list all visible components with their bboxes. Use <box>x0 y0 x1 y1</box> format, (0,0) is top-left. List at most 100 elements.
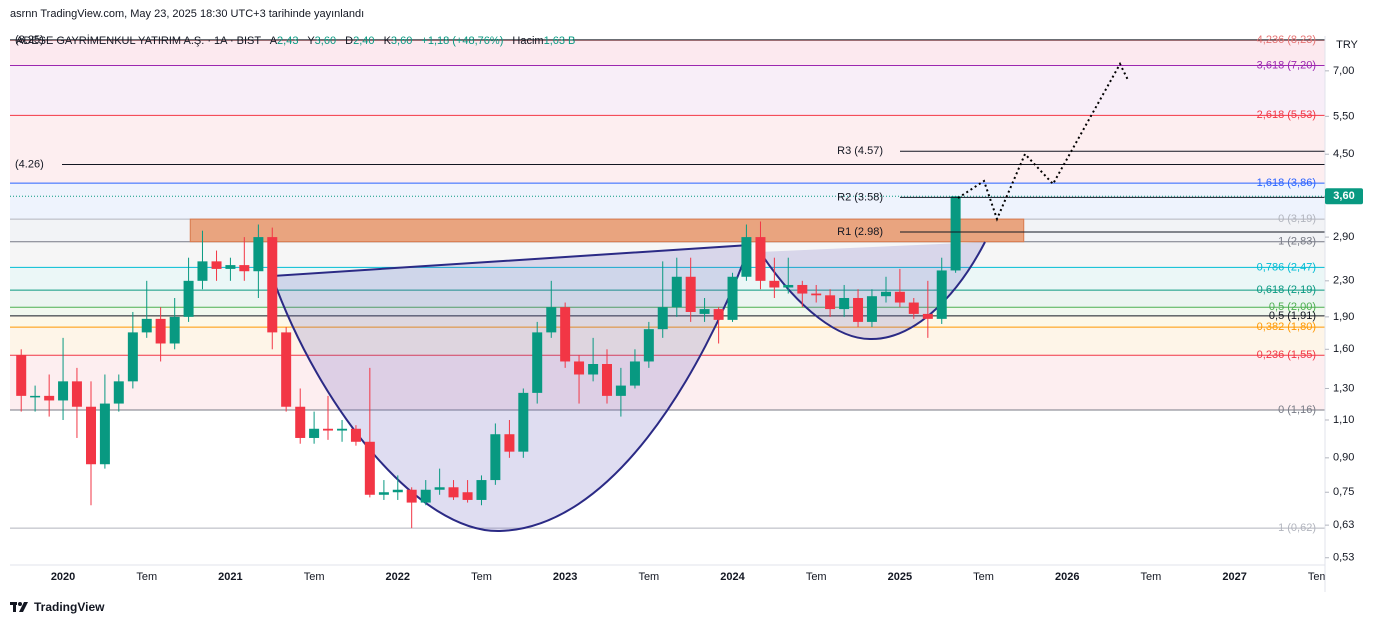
candle-body <box>797 284 808 294</box>
fib-band <box>10 355 1325 410</box>
candle-body <box>127 332 138 382</box>
footer: TradingView <box>10 600 104 614</box>
x-tick-label: 2027 <box>1222 571 1246 583</box>
candle-body <box>755 237 766 281</box>
candle-body <box>574 361 585 375</box>
reference-label: (4.26) <box>15 158 44 170</box>
candle-body <box>281 332 292 407</box>
y-tick-label: 0,75 <box>1333 486 1354 498</box>
x-tick-label: Tem <box>304 571 325 583</box>
fib-label: 0,618 (2,19) <box>1257 284 1316 296</box>
ohlc-key: D <box>345 35 354 47</box>
y-tick-label: 1,60 <box>1333 343 1354 355</box>
x-tick-label: 2020 <box>51 571 75 583</box>
fib-band <box>10 65 1325 116</box>
currency: TRY <box>1336 39 1358 51</box>
candle-body <box>86 406 97 465</box>
fib-label: 0,5 (1,91) <box>1269 310 1316 322</box>
last-price-tag <box>1325 188 1363 205</box>
ohlc-value: 2,40 <box>353 35 375 47</box>
x-tick-label: 2026 <box>1055 571 1079 583</box>
pivot-label: R3 (4.57) <box>837 145 883 157</box>
x-tick-label: Tem <box>806 571 827 583</box>
candle-body <box>657 307 668 330</box>
y-tick-label: 1,30 <box>1333 382 1354 394</box>
candle-body <box>267 237 278 333</box>
fib-band <box>10 241 1325 268</box>
candle-body <box>16 355 27 396</box>
ohlc-value: 2,43 <box>277 35 299 47</box>
candle-body <box>71 381 82 407</box>
candle-body <box>783 284 794 288</box>
fib-label: 4,236 (8,23) <box>1257 34 1316 46</box>
candle-body <box>811 293 822 296</box>
candle-body <box>197 261 208 281</box>
candle-body <box>629 361 640 386</box>
x-tick-label: Tem <box>1141 571 1162 583</box>
x-tick-label: Tem <box>1308 571 1329 583</box>
candle-body <box>950 196 961 271</box>
fib-band <box>10 267 1325 291</box>
candle-body <box>420 489 431 503</box>
fib-label: 3,618 (7,20) <box>1257 59 1316 71</box>
y-tick-label: 0,53 <box>1333 552 1354 564</box>
x-tick-label: Tem <box>638 571 659 583</box>
candle-body <box>434 487 445 490</box>
x-tick-label: 2023 <box>553 571 577 583</box>
published-note: asrnn TradingView.com, May 23, 2025 18:3… <box>10 8 365 20</box>
volume: 1,63 B <box>543 35 576 47</box>
projection-path <box>957 61 1129 222</box>
brand: TradingView <box>34 600 105 614</box>
last-price-label: 3,60 <box>1333 190 1354 202</box>
y-tick-label: 7,00 <box>1333 65 1354 77</box>
candle-body <box>99 403 110 465</box>
candle-body <box>364 441 375 495</box>
candle-body <box>588 364 599 375</box>
y-tick-label: 5,50 <box>1333 110 1354 122</box>
x-tick-label: Tem <box>471 571 492 583</box>
candle-body <box>462 492 473 500</box>
candle-body <box>504 434 515 452</box>
volume-key: Hacim <box>512 35 544 47</box>
fib-band <box>10 183 1325 220</box>
candle-body <box>239 265 250 272</box>
candle-body <box>58 381 69 401</box>
cup-patterns <box>270 241 986 533</box>
candle-body <box>295 406 306 438</box>
candle-body <box>643 329 654 362</box>
candle-body <box>699 309 710 314</box>
candle-body <box>225 265 236 269</box>
candle-body <box>406 489 417 503</box>
pivot-label: R1 (2.98) <box>837 226 883 238</box>
fib-band <box>10 290 1325 308</box>
ohlc-value: 3,60 <box>314 35 337 47</box>
candle-body <box>671 276 682 308</box>
candle-body <box>211 261 222 269</box>
fib-label: 0,786 (2,47) <box>1257 261 1316 273</box>
candle-body <box>322 428 333 431</box>
candle-body <box>560 307 571 362</box>
candle-body <box>30 395 41 398</box>
candle-body <box>908 302 919 314</box>
x-tick-label: 2021 <box>218 571 242 583</box>
candle-body <box>337 428 348 431</box>
fib-band <box>10 327 1325 356</box>
y-tick-label: 2,30 <box>1333 275 1354 287</box>
x-tick-label: 2025 <box>888 571 912 583</box>
x-tick-label: 2024 <box>720 571 745 583</box>
change: +1,18 (+48,76%) <box>421 35 504 47</box>
ohlc-value: 3,60 <box>390 35 413 47</box>
candle-body <box>769 280 780 288</box>
candle-body <box>839 297 850 310</box>
candle-body <box>141 318 152 333</box>
candle-body <box>518 392 529 452</box>
ohlc-key: A <box>269 35 278 47</box>
y-tick-label: 0,63 <box>1333 519 1354 531</box>
candle-body <box>727 276 738 320</box>
candle-body <box>936 270 947 319</box>
candle-body <box>546 307 557 333</box>
x-tick-label: 2022 <box>386 571 410 583</box>
legend: ADESE GAYRİMENKUL YATIRIM A.Ş. · 1A · BI… <box>16 35 581 47</box>
reference-label: (8.25) <box>15 34 44 46</box>
